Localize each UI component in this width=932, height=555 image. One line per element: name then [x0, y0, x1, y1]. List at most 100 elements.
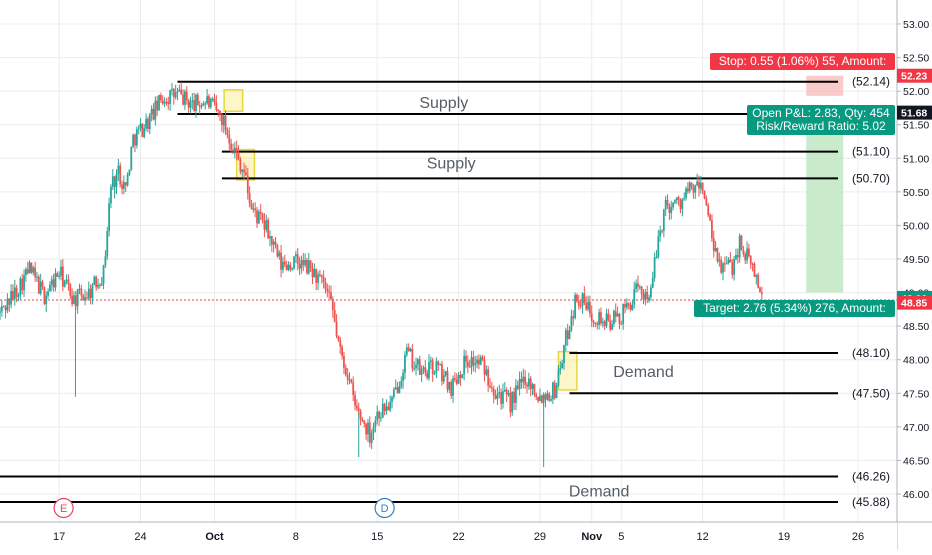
zone-label: Demand: [613, 364, 673, 381]
candle-body: [24, 269, 27, 276]
candle-body: [111, 176, 114, 187]
candle-body: [343, 355, 345, 368]
candle-body: [550, 399, 552, 401]
candle-body: [322, 276, 325, 282]
candle-body: [256, 210, 258, 224]
candle-body: [696, 181, 699, 186]
time-tick-label: 29: [534, 531, 546, 543]
candle-body: [568, 330, 571, 339]
candle-body: [254, 208, 257, 211]
event-marker[interactable]: E: [53, 497, 74, 519]
candle-body: [128, 169, 131, 175]
candle-body: [677, 197, 680, 201]
candle-body: [196, 94, 199, 106]
candle-body: [8, 298, 11, 305]
candle-body: [285, 264, 288, 271]
candle-body: [383, 403, 386, 411]
candle-body: [579, 305, 582, 307]
candle-body: [187, 100, 190, 108]
price-tick-label: 49.50: [903, 254, 929, 266]
candle-body: [306, 260, 308, 274]
candle-body: [442, 375, 445, 382]
time-tick-label: 24: [134, 531, 146, 543]
candle-body: [570, 316, 573, 331]
candle-body: [350, 379, 353, 383]
candle-body: [293, 256, 295, 269]
candle-body: [204, 103, 207, 105]
candle-body: [601, 321, 604, 324]
candle-body: [428, 362, 430, 379]
candle-body: [385, 406, 388, 411]
candle-body: [152, 108, 155, 120]
candle-body: [690, 182, 693, 187]
candle-body: [56, 273, 59, 277]
level-label: (51.10): [852, 145, 890, 159]
candle-body: [526, 384, 528, 387]
candle-body: [598, 312, 601, 325]
time-axis-bg: [0, 522, 897, 550]
candle-body: [481, 357, 484, 360]
candle-body: [748, 248, 750, 257]
candle-body: [309, 260, 312, 269]
candle-body: [616, 313, 619, 317]
target-label[interactable]: Target: 2.76 (5.34%) 276, Amount:: [694, 300, 895, 317]
stop-label-text: Stop: 0.55 (1.06%) 55, Amount:: [719, 54, 886, 68]
candle-body: [603, 321, 606, 326]
candle-body: [39, 281, 42, 294]
candle-body: [396, 387, 399, 394]
candle-body: [98, 284, 101, 286]
candle-body: [581, 293, 584, 306]
candle-body: [744, 253, 747, 261]
candle-body: [461, 374, 464, 378]
price-badge-bg: [897, 295, 932, 310]
candle-body: [711, 220, 713, 239]
candle-body: [215, 102, 218, 110]
event-marker-circle: [53, 497, 74, 519]
candle-body: [195, 94, 197, 111]
candle-body: [365, 424, 368, 435]
candle-body: [52, 279, 55, 288]
candle-body: [380, 417, 382, 419]
candle-body: [635, 283, 638, 290]
candle-body: [431, 360, 434, 375]
candle-body: [110, 186, 112, 204]
candle-body: [243, 169, 245, 173]
candle-body: [746, 248, 748, 261]
candle-body: [563, 345, 565, 363]
candle-body: [2, 306, 5, 308]
price-tick-label: 51.50: [903, 120, 929, 132]
candle-body: [381, 403, 384, 418]
candle-body: [509, 392, 512, 413]
candle-body: [28, 262, 31, 274]
candle-body: [555, 385, 558, 398]
candle-body: [675, 197, 678, 201]
candle-body: [679, 200, 682, 210]
candle-body: [753, 263, 756, 277]
event-marker[interactable]: D: [374, 497, 395, 519]
candle-body: [576, 294, 578, 302]
candle-body: [361, 419, 364, 421]
candle-body: [478, 359, 480, 365]
candle-body: [119, 165, 122, 185]
candle-body: [613, 311, 615, 325]
candle-body: [246, 175, 249, 194]
candle-body: [489, 385, 491, 388]
candle-body: [577, 301, 580, 306]
candle-body: [372, 426, 375, 433]
price-tick-label: 50.50: [903, 187, 929, 199]
candle-body: [548, 393, 551, 401]
candle-body: [418, 359, 421, 375]
candle-body: [409, 348, 412, 351]
highlight-box: [223, 89, 244, 113]
candle-body: [235, 147, 238, 153]
stop-label[interactable]: Stop: 0.55 (1.06%) 55, Amount:: [710, 53, 895, 70]
candle-body: [607, 313, 610, 321]
candle-body: [265, 220, 268, 230]
price-tick-label: 46.50: [903, 455, 929, 467]
candle-body: [135, 129, 138, 146]
candle-body: [426, 372, 429, 379]
